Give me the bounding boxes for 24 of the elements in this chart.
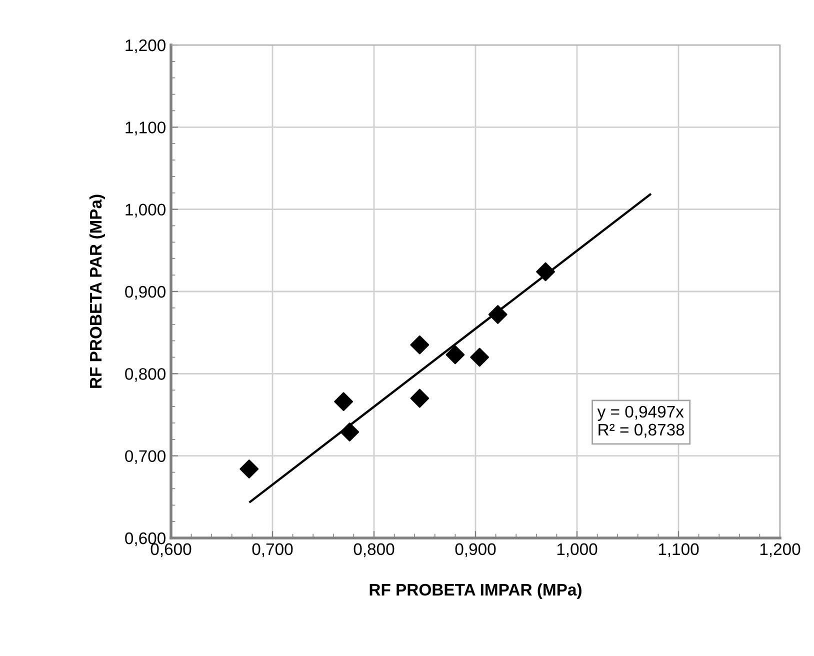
- point: [470, 348, 490, 367]
- x-tick-label: 1,100: [658, 543, 699, 558]
- point: [488, 305, 508, 324]
- point: [410, 388, 430, 408]
- x-tick-label: 0,700: [252, 543, 293, 558]
- point: [446, 345, 465, 364]
- point: [410, 335, 430, 354]
- y-tick-label: 1,100: [126, 122, 166, 136]
- x-tick-label: 1,200: [760, 543, 800, 558]
- y-tick-label: 1,200: [126, 39, 166, 54]
- annotation: y = 0,9497x R² = 0,8738: [597, 406, 684, 438]
- x-tick-label: 0,900: [455, 543, 496, 558]
- y-tick-label: 0,800: [125, 368, 166, 382]
- y-axis-title: RF PROBETA PAR (MPa): [89, 194, 105, 388]
- y-tick-label: 1,000: [126, 204, 166, 218]
- y-tick-label: 0,900: [125, 286, 166, 300]
- point: [340, 422, 360, 442]
- x-tick-label: 0,800: [354, 543, 394, 558]
- x-tick-label: 1,000: [557, 543, 598, 558]
- point: [334, 392, 354, 412]
- point: [240, 460, 259, 478]
- x-axis-title: RF PROBETA IMPAR (MPa): [370, 583, 582, 599]
- y-tick-label: 0,700: [125, 450, 166, 464]
- point: [536, 262, 556, 282]
